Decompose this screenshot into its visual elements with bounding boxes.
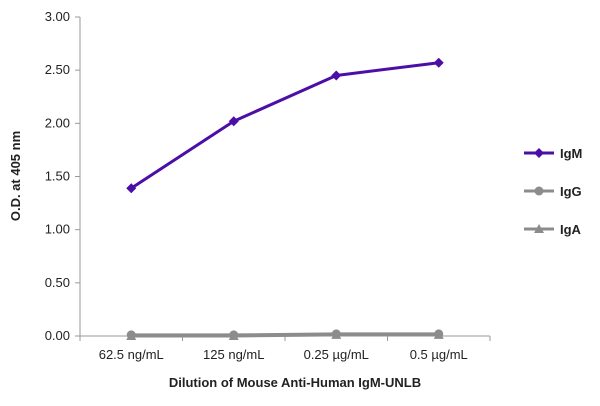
x-axis-title: Dilution of Mouse Anti-Human IgM-UNLB xyxy=(169,375,421,390)
data-point-igm xyxy=(433,57,444,68)
x-tick-label: 0.5 µg/mL xyxy=(410,347,468,362)
y-tick-label: 3.00 xyxy=(45,9,70,24)
x-axis: 62.5 ng/mL 125 ng/mL 0.25 µg/mL 0.5 µg/mL xyxy=(79,335,491,362)
legend-item-iga: IgA xyxy=(524,222,582,237)
legend-item-igm: IgM xyxy=(524,146,582,161)
legend-marker xyxy=(534,224,544,233)
y-tick-label: 1.50 xyxy=(45,169,70,184)
x-tick-label: 0.25 µg/mL xyxy=(304,347,369,362)
y-axis-title: O.D. at 405 nm xyxy=(8,131,23,221)
series-igm xyxy=(126,57,444,194)
legend-label: IgA xyxy=(560,222,582,237)
data-point-igg xyxy=(434,329,444,339)
y-tick-label: 0.00 xyxy=(45,328,70,343)
data-point-igm xyxy=(228,116,239,127)
legend: IgM IgG IgA xyxy=(524,146,582,237)
y-tick-label: 2.00 xyxy=(45,115,70,130)
x-tick-label: 62.5 ng/mL xyxy=(99,347,164,362)
legend-marker xyxy=(534,186,544,196)
data-point-igg xyxy=(229,330,239,340)
y-axis: 0.00 0.50 1.00 1.50 2.00 2.50 3.00 xyxy=(45,9,81,343)
y-tick-label: 2.50 xyxy=(45,62,70,77)
legend-item-igg: IgG xyxy=(524,184,582,199)
data-point-igg xyxy=(331,329,341,339)
legend-label: IgM xyxy=(560,146,582,161)
series-line-igg xyxy=(131,332,439,337)
data-point-igm xyxy=(126,183,137,194)
data-point-igm xyxy=(331,70,342,81)
series-lines xyxy=(126,57,444,340)
legend-marker xyxy=(534,148,544,158)
data-point-igg xyxy=(126,330,136,340)
x-tick-label: 125 ng/mL xyxy=(203,347,264,362)
y-tick-label: 0.50 xyxy=(45,275,70,290)
legend-label: IgG xyxy=(560,184,582,199)
series-igg xyxy=(126,329,444,340)
series-line-igm xyxy=(130,61,439,190)
y-tick-label: 1.00 xyxy=(45,222,70,237)
